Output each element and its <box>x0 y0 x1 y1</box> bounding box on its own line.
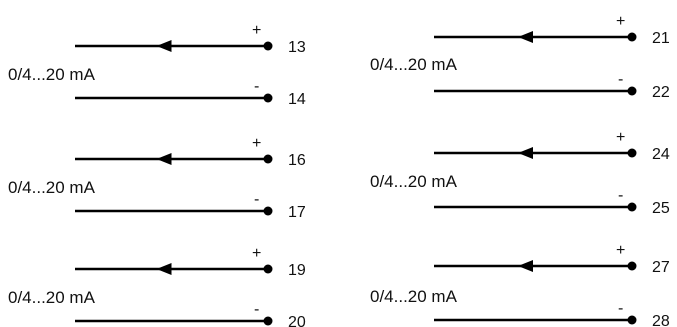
minus-sign: - <box>254 301 259 318</box>
plus-terminal-number: 21 <box>652 30 670 47</box>
plus-terminal-number: 13 <box>288 39 306 56</box>
minus-terminal-number: 20 <box>288 314 306 327</box>
plus-terminal-dot <box>627 261 637 271</box>
signal-range-label: 0/4...20 mA <box>370 55 458 74</box>
minus-terminal-dot <box>627 86 637 96</box>
minus-sign: - <box>618 300 623 317</box>
current-direction-arrow <box>156 263 172 275</box>
plus-terminal-number: 27 <box>652 259 670 276</box>
minus-terminal-dot <box>627 202 637 212</box>
plus-terminal-dot <box>627 148 637 158</box>
current-direction-arrow <box>518 31 533 43</box>
minus-sign: - <box>254 191 259 208</box>
minus-terminal-dot <box>627 315 637 325</box>
current-direction-arrow <box>156 153 172 165</box>
signal-range-label: 0/4...20 mA <box>370 172 458 191</box>
plus-terminal-number: 19 <box>288 262 306 279</box>
signal-input-group: + - 19 20 0/4...20 mA <box>8 245 306 327</box>
plus-terminal-number: 24 <box>652 146 670 163</box>
minus-terminal-dot <box>263 206 273 216</box>
minus-terminal-number: 14 <box>288 91 306 108</box>
minus-terminal-dot <box>263 93 273 103</box>
signal-range-label: 0/4...20 mA <box>8 288 96 307</box>
plus-terminal-number: 16 <box>288 152 306 169</box>
plus-terminal-dot <box>263 154 273 164</box>
plus-terminal-dot <box>263 264 273 274</box>
minus-sign: - <box>618 71 623 88</box>
signal-input-group: + - 16 17 0/4...20 mA <box>8 135 306 221</box>
minus-sign: - <box>254 78 259 95</box>
signal-range-label: 0/4...20 mA <box>8 65 96 84</box>
minus-terminal-number: 22 <box>652 84 670 101</box>
minus-terminal-number: 28 <box>652 313 670 327</box>
signal-input-group: + - 13 14 0/4...20 mA <box>8 22 306 108</box>
current-direction-arrow <box>156 40 172 52</box>
plus-sign: + <box>252 245 261 262</box>
signal-range-label: 0/4...20 mA <box>370 287 458 306</box>
plus-terminal-dot <box>263 41 273 51</box>
plus-sign: + <box>616 129 625 146</box>
minus-sign: - <box>618 187 623 204</box>
plus-terminal-dot <box>627 32 637 42</box>
signal-range-label: 0/4...20 mA <box>8 178 96 197</box>
current-direction-arrow <box>518 147 533 159</box>
minus-terminal-number: 17 <box>288 204 306 221</box>
plus-sign: + <box>252 22 261 39</box>
plus-sign: + <box>252 135 261 152</box>
current-direction-arrow <box>518 260 533 272</box>
minus-terminal-dot <box>263 316 273 326</box>
signal-input-group: + - 27 28 0/4...20 mA <box>370 242 670 327</box>
signal-input-group: + - 21 22 0/4...20 mA <box>370 13 670 101</box>
plus-sign: + <box>616 13 625 30</box>
signal-input-group: + - 24 25 0/4...20 mA <box>370 129 670 217</box>
plus-sign: + <box>616 242 625 259</box>
minus-terminal-number: 25 <box>652 200 670 217</box>
